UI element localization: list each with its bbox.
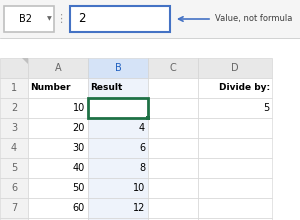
Text: B: B [115, 63, 122, 73]
Text: 6: 6 [11, 183, 17, 193]
Text: 1: 1 [11, 83, 17, 93]
Bar [0, 58, 28, 78]
Text: 50: 50 [73, 183, 85, 193]
Bar [198, 118, 272, 138]
Text: 7: 7 [11, 203, 17, 213]
Text: 2: 2 [78, 13, 85, 26]
Bar [88, 158, 148, 178]
Text: 2: 2 [139, 103, 145, 113]
Text: 4: 4 [11, 143, 17, 153]
Bar [148, 178, 198, 198]
Bar [0, 98, 28, 118]
Bar [28, 178, 88, 198]
Bar [28, 98, 88, 118]
Bar [28, 138, 88, 158]
Text: ⋮: ⋮ [56, 14, 67, 24]
Bar [88, 78, 148, 98]
Text: 5: 5 [263, 103, 269, 113]
Bar [0, 178, 28, 198]
Bar [198, 78, 272, 98]
Bar [88, 178, 148, 198]
Bar [198, 58, 272, 78]
Text: 2: 2 [11, 103, 17, 113]
Bar [198, 158, 272, 178]
Text: D: D [231, 63, 239, 73]
FancyBboxPatch shape [4, 6, 54, 32]
Bar [198, 198, 272, 218]
Bar [146, 116, 150, 120]
Bar [28, 158, 88, 178]
Bar [28, 78, 88, 98]
Text: 4: 4 [139, 123, 145, 133]
Bar [198, 138, 272, 158]
Bar [0, 78, 28, 98]
Text: Divide by:: Divide by: [219, 84, 270, 92]
Bar [148, 118, 198, 138]
Bar [0, 138, 28, 158]
Bar [148, 98, 198, 118]
Text: 30: 30 [73, 143, 85, 153]
Text: 10: 10 [73, 103, 85, 113]
Bar [0, 0, 300, 38]
Bar [88, 138, 148, 158]
Bar [148, 218, 198, 220]
Bar [148, 158, 198, 178]
Text: 20: 20 [73, 123, 85, 133]
Bar [198, 98, 272, 118]
Bar [148, 198, 198, 218]
Text: 40: 40 [73, 163, 85, 173]
Bar [88, 198, 148, 218]
Polygon shape [22, 58, 28, 64]
Text: C: C [169, 63, 176, 73]
Bar [148, 138, 198, 158]
Bar [0, 158, 28, 178]
Bar [28, 118, 88, 138]
Text: 60: 60 [73, 203, 85, 213]
Bar [0, 118, 28, 138]
Bar [0, 198, 28, 218]
Bar [28, 218, 88, 220]
Text: 6: 6 [139, 143, 145, 153]
Text: Value, not formula: Value, not formula [215, 15, 292, 24]
Text: 8: 8 [139, 163, 145, 173]
Text: 12: 12 [133, 203, 145, 213]
Text: Result: Result [90, 84, 122, 92]
Bar [88, 98, 148, 118]
Bar [148, 58, 198, 78]
Bar [198, 178, 272, 198]
Text: ▼: ▼ [46, 16, 51, 22]
Bar [28, 58, 88, 78]
Text: 10: 10 [133, 183, 145, 193]
Bar [28, 198, 88, 218]
Bar [88, 98, 148, 118]
Text: Number: Number [30, 84, 70, 92]
Bar [88, 118, 148, 138]
Text: B2: B2 [19, 14, 32, 24]
Text: A: A [55, 63, 61, 73]
Text: 5: 5 [11, 163, 17, 173]
Bar [198, 218, 272, 220]
Bar [88, 58, 148, 78]
FancyBboxPatch shape [70, 6, 170, 32]
Bar [148, 78, 198, 98]
Bar [88, 218, 148, 220]
Bar [0, 218, 28, 220]
Text: 3: 3 [11, 123, 17, 133]
